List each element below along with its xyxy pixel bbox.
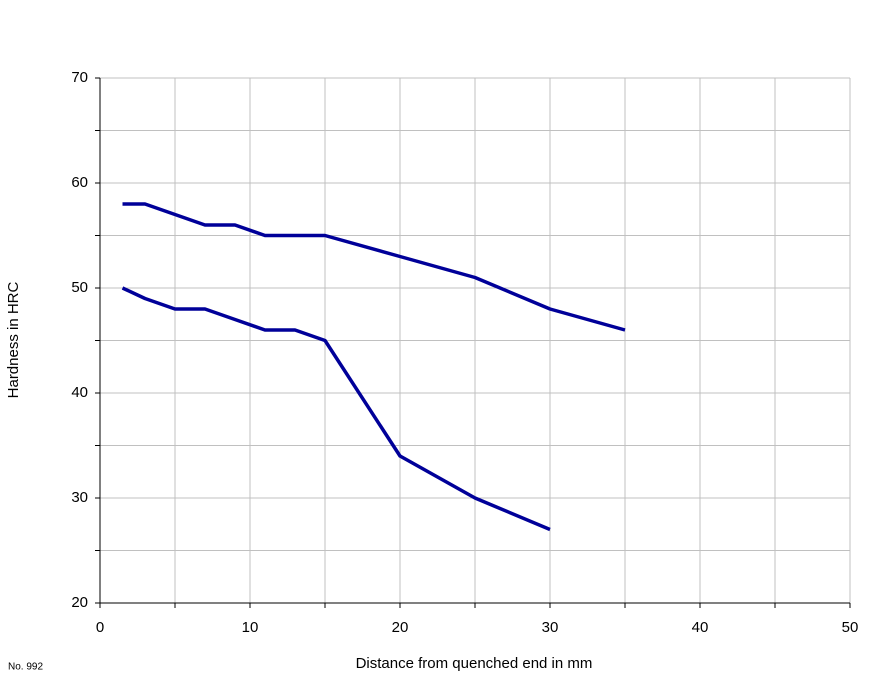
x-tick-label: 0 <box>96 619 104 636</box>
y-tick-label: 20 <box>71 594 88 611</box>
y-tick-label: 70 <box>71 69 88 86</box>
data-line <box>122 202 626 332</box>
x-tick-label: 30 <box>542 619 559 636</box>
y-tick-label: 30 <box>71 489 88 506</box>
x-axis-label: Distance from quenched end in mm <box>356 655 593 672</box>
y-tick-label: 40 <box>71 384 88 401</box>
x-tick-label: 50 <box>842 619 859 636</box>
y-tick-label: 50 <box>71 279 88 296</box>
x-tick-label: 40 <box>692 619 709 636</box>
data-line <box>121 286 551 532</box>
y-tick-label: 60 <box>71 174 88 191</box>
x-tick-label: 10 <box>242 619 259 636</box>
y-axis-label: Hardness in HRC <box>5 281 22 398</box>
x-tick-label: 20 <box>392 619 409 636</box>
chart-note: No. 992 <box>8 662 43 673</box>
